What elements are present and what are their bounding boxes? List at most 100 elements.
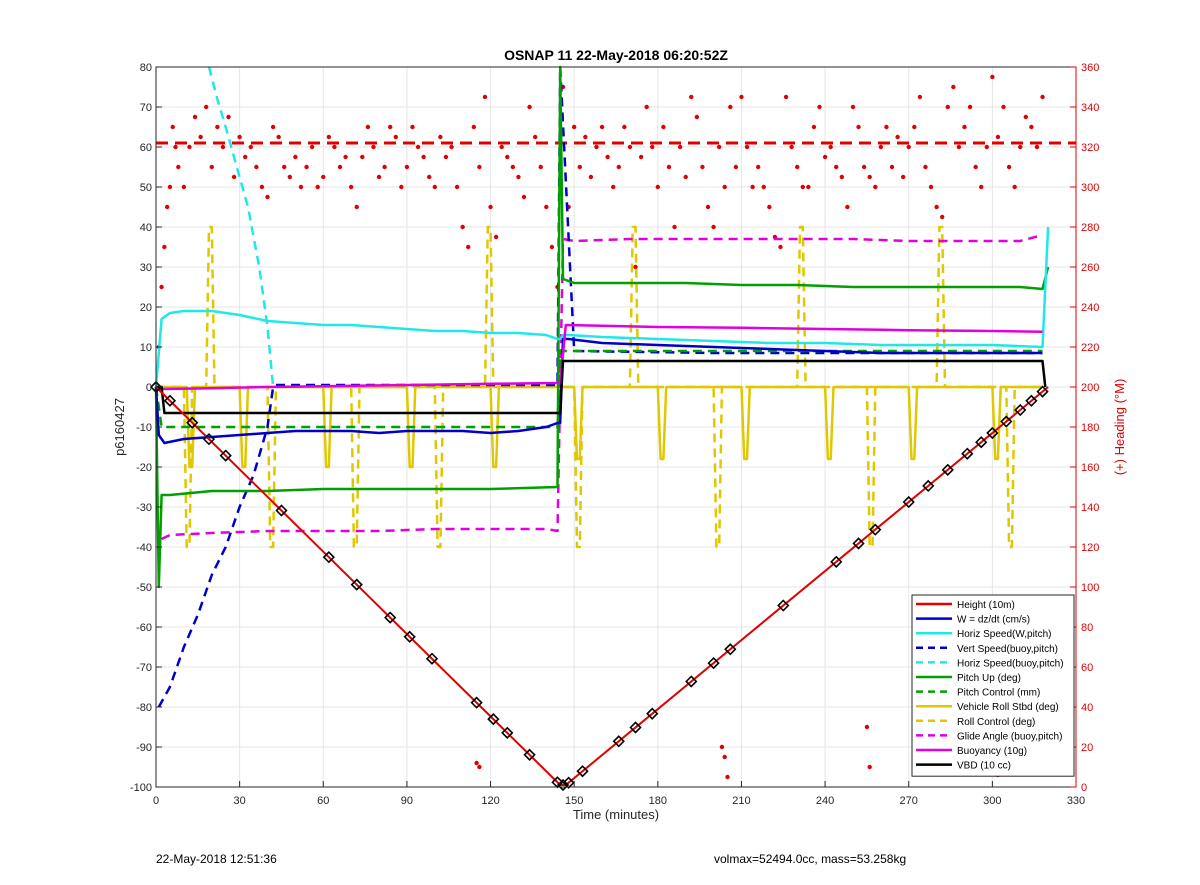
- y-tick-label: 30: [140, 262, 152, 274]
- y-tick-label: -30: [136, 502, 152, 514]
- heading-point: [677, 144, 683, 150]
- heading-point: [243, 154, 248, 160]
- heading-point: [650, 144, 655, 150]
- heading-point: [532, 134, 538, 140]
- heading-point: [466, 244, 471, 250]
- heading-point: [750, 184, 755, 190]
- series-buoyancy-10g: [155, 323, 1043, 391]
- y-tick-label: -90: [136, 742, 152, 754]
- height-marker: [202, 433, 216, 446]
- heading-point: [638, 154, 644, 160]
- heading-point: [811, 124, 817, 130]
- heading-point: [474, 760, 479, 766]
- height-marker: [941, 463, 954, 476]
- height-marker: [275, 504, 288, 517]
- y-tick-label: -40: [136, 542, 152, 554]
- heading-point: [577, 164, 582, 170]
- heading-point: [616, 164, 621, 170]
- heading-point: [588, 174, 594, 180]
- heading-point: [443, 154, 449, 160]
- y-tick-label: 20: [140, 302, 152, 314]
- heading-point: [711, 224, 716, 230]
- heading-point: [293, 154, 298, 160]
- height-marker: [350, 578, 363, 591]
- heading-point: [387, 124, 393, 130]
- heading-point: [510, 164, 516, 170]
- heading-point: [1012, 184, 1017, 190]
- series-pitch-up-deg: [154, 65, 1050, 589]
- heading-point: [337, 164, 343, 170]
- height-marker: [384, 611, 397, 624]
- heading-point: [1034, 144, 1040, 150]
- height-marker: [1000, 415, 1013, 428]
- height-marker: [1036, 385, 1049, 398]
- y-tick-label: -50: [136, 582, 152, 594]
- heading-point: [1023, 114, 1029, 120]
- heading-point: [265, 194, 270, 200]
- heading-point: [923, 164, 928, 170]
- heading-point: [906, 144, 911, 150]
- heading-point: [304, 164, 309, 170]
- heading-point: [767, 204, 772, 210]
- heading-point: [544, 204, 549, 210]
- heading-point: [973, 164, 978, 170]
- y2-tick-label: 260: [1081, 262, 1099, 274]
- heading-point: [694, 114, 700, 120]
- height-marker: [487, 712, 500, 726]
- heading-point: [683, 174, 688, 180]
- heading-point: [783, 94, 789, 100]
- heading-point: [850, 104, 856, 110]
- heading-point: [399, 184, 404, 190]
- heading-point: [471, 124, 477, 130]
- heading-point: [800, 184, 805, 190]
- y-tick-label: 50: [140, 182, 152, 194]
- heading-point: [661, 124, 666, 130]
- heading-point: [856, 124, 861, 130]
- heading-point: [393, 134, 398, 140]
- series-vehicle-roll-stbd-deg: [156, 385, 1043, 469]
- y2-tick-label: 200: [1081, 382, 1099, 394]
- height-marker: [975, 436, 988, 449]
- heading-point: [979, 184, 984, 190]
- heading-point: [449, 144, 454, 150]
- chart-title: OSNAP 11 22-May-2018 06:20:52Z: [504, 47, 728, 63]
- heading-point: [276, 134, 281, 140]
- heading-point: [733, 164, 739, 170]
- y-tick-label: -70: [136, 662, 152, 674]
- heading-point: [176, 164, 181, 170]
- height-marker: [629, 721, 642, 734]
- x-tick-label: 180: [649, 795, 667, 807]
- y2-tick-label: 280: [1081, 222, 1099, 234]
- heading-point: [611, 184, 616, 190]
- heading-point: [867, 764, 872, 770]
- heading-point: [164, 204, 170, 210]
- heading-point: [1029, 124, 1034, 130]
- heading-point: [716, 144, 722, 150]
- legend-entry: Pitch Control (mm): [957, 688, 1040, 699]
- heading-point: [159, 284, 164, 290]
- heading-point: [884, 124, 889, 130]
- heading-point: [744, 144, 750, 150]
- heading-point: [583, 134, 588, 140]
- height-marker: [685, 675, 698, 688]
- heading-point: [722, 184, 727, 190]
- heading-point: [599, 124, 605, 130]
- heading-point: [298, 184, 304, 190]
- height-marker: [707, 656, 720, 670]
- height-marker: [576, 765, 589, 778]
- legend-entry: Glide Angle (buoy,pitch): [957, 731, 1062, 742]
- y2-tick-label: 240: [1081, 302, 1099, 314]
- series-w-dz-dt-cm-s: [154, 337, 1043, 445]
- heading-point: [666, 164, 672, 170]
- height-marker: [1025, 394, 1038, 407]
- x-tick-label: 150: [565, 795, 583, 807]
- heading-point: [410, 124, 415, 130]
- y-tick-label: -100: [130, 782, 152, 794]
- x-tick-label: 120: [481, 795, 499, 807]
- heading-point: [867, 174, 872, 180]
- y-tick-label: 80: [140, 62, 152, 74]
- legend-box: [911, 594, 1075, 777]
- heading-point: [376, 174, 382, 180]
- series-pitch-control-mm: [154, 349, 1043, 429]
